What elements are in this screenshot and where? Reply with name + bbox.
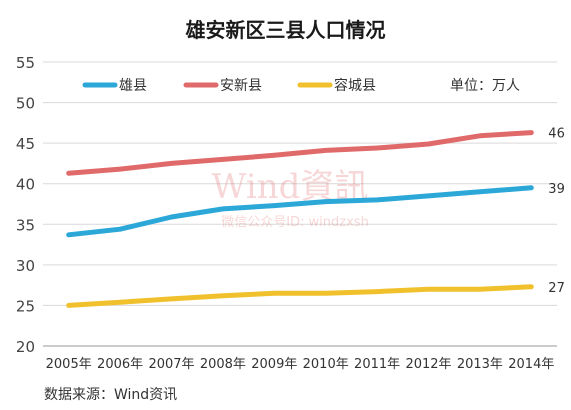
source-note: 数据来源：Wind资讯	[44, 387, 178, 403]
y-tick-label: 45	[16, 135, 35, 153]
legend: 雄县 安新县 容城县	[82, 77, 376, 94]
grid	[43, 61, 557, 347]
x-tick-label: 2012年	[405, 357, 451, 372]
legend-label: 安新县	[220, 78, 262, 94]
x-tick-label: 2008年	[200, 357, 246, 372]
data-point	[374, 197, 380, 203]
data-point	[117, 166, 123, 172]
data-point	[477, 189, 483, 195]
data-point	[426, 287, 431, 292]
data-point	[169, 161, 174, 166]
data-point	[169, 214, 174, 220]
data-point	[169, 296, 174, 302]
data-point	[323, 148, 328, 153]
data-point	[220, 157, 226, 162]
x-tick-label: 2014年	[508, 357, 554, 372]
data-point	[374, 145, 380, 151]
data-point	[117, 299, 123, 305]
y-tick-label: 35	[16, 216, 35, 234]
series-line	[66, 130, 534, 176]
data-point	[529, 284, 534, 289]
y-tick-label: 20	[16, 338, 35, 356]
x-tick-label: 2010年	[303, 357, 349, 372]
x-tick-label: 2009年	[251, 357, 297, 372]
x-tick-label: 2006年	[97, 357, 143, 372]
series-line	[66, 284, 534, 308]
y-axis-ticks: 20 25 30 35 40 45 50 55	[16, 54, 35, 356]
data-point	[272, 291, 277, 296]
data-point	[426, 141, 431, 147]
y-tick-label: 30	[16, 257, 35, 275]
data-point	[529, 185, 534, 190]
y-tick-label: 25	[16, 297, 35, 315]
data-point	[117, 226, 123, 232]
y-tick-label: 55	[16, 54, 35, 72]
data-point	[272, 203, 277, 208]
data-point	[374, 289, 380, 294]
data-point	[323, 291, 328, 296]
data-point	[272, 153, 277, 158]
data-point	[220, 206, 226, 212]
data-point	[426, 193, 431, 199]
x-tick-label: 2011年	[354, 357, 400, 372]
legend-label: 雄县	[119, 78, 147, 94]
data-point	[66, 303, 71, 308]
watermark-sub: 微信公众号ID: windzxsh	[221, 215, 369, 230]
x-tick-label: 2005年	[46, 357, 92, 372]
end-value-label: 39	[548, 182, 565, 197]
data-point	[323, 199, 328, 204]
x-tick-label: 2007年	[148, 357, 194, 372]
end-value-label: 27	[548, 281, 565, 296]
y-tick-label: 50	[16, 95, 35, 113]
data-point	[529, 130, 534, 135]
legend-label: 容城县	[334, 77, 376, 94]
data-point	[66, 170, 71, 176]
x-tick-label: 2013年	[457, 357, 503, 372]
y-tick-label: 40	[16, 176, 35, 194]
series-line	[66, 185, 534, 238]
chart-title: 雄安新区三县人口情况	[185, 18, 386, 42]
data-point	[477, 287, 483, 292]
x-axis-ticks: 2005年 2006年 2007年 2008年 2009年 2010年 2011年 2012年…	[46, 357, 555, 372]
end-labels: 39 46 27	[548, 127, 565, 296]
series-group	[66, 130, 534, 308]
data-point	[477, 133, 483, 139]
data-point	[66, 232, 71, 238]
end-value-label: 46	[548, 127, 565, 142]
unit-label: 单位：万人	[450, 78, 520, 94]
data-point	[220, 293, 226, 298]
